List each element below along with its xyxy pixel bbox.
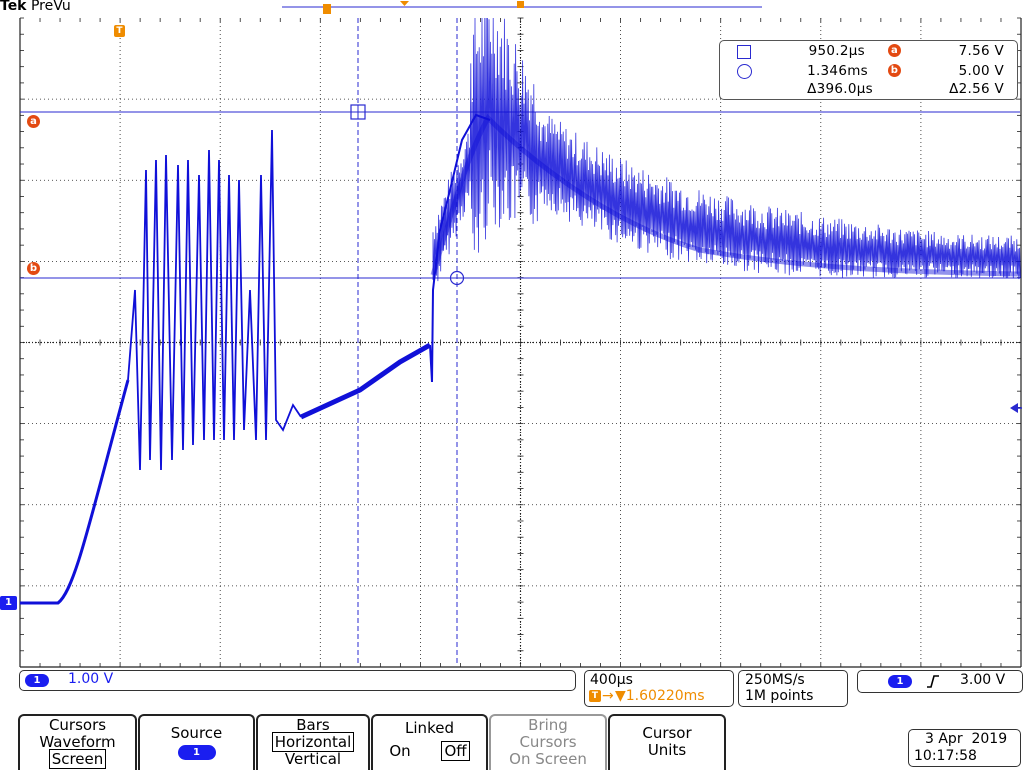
bars-horizontal-option: Horizontal: [271, 732, 355, 752]
acquisition-box[interactable]: 250MS/s 1M points: [738, 670, 848, 707]
cursors-screen-option: Screen: [48, 749, 107, 769]
bring-line2: Cursors: [519, 733, 577, 751]
rising-edge-icon: [927, 675, 939, 688]
delta-voltage: Δ2.56 V: [949, 81, 1004, 97]
cursor-units-line1: Cursor: [642, 724, 692, 742]
square-cursor-icon: [737, 45, 751, 59]
circle-cursor-icon: [737, 64, 752, 79]
datetime-box: 3 Apr 2019 10:17:58: [908, 729, 1021, 767]
channel1-ground-marker[interactable]: 1: [0, 596, 17, 610]
brand-logo: Tek: [0, 0, 27, 14]
cursor-units-button[interactable]: Cursor Units: [608, 714, 726, 770]
bring-cursors-on-screen-button[interactable]: Bring Cursors On Screen: [489, 714, 607, 770]
cursors-label: Cursors: [48, 716, 107, 734]
cursors-type-button[interactable]: Cursors Waveform Screen: [18, 714, 137, 770]
cursor-a-marker[interactable]: a: [27, 115, 40, 128]
record-bar: [282, 1, 762, 14]
time-label: 10:17:58: [914, 748, 977, 764]
date-label: 3 Apr 2019: [925, 731, 1008, 747]
trigger-position: ▼1.60220ms: [615, 688, 705, 704]
bring-line1: Bring: [528, 716, 568, 734]
trigger-arrow: →: [602, 688, 614, 704]
brand-label: Tek PreVu: [0, 0, 71, 14]
cursor-b-icon: b: [888, 64, 901, 77]
waveform-trace: [20, 17, 1021, 605]
source-button[interactable]: Source 1: [138, 714, 255, 770]
cursor-readout-panel: 950.2µs 1.346ms Δ396.0µs a 7.56 V b 5.00…: [719, 40, 1018, 100]
mode-label: PreVu: [30, 0, 71, 14]
channel1-icon: 1: [25, 674, 49, 687]
trigger-marker[interactable]: T: [114, 25, 125, 37]
source-channel-icon: 1: [177, 745, 216, 760]
bars-vertical-option: Vertical: [284, 750, 342, 768]
cursor-b-value: 5.00 V: [958, 63, 1004, 79]
circle-cursor-time: 1.346ms: [807, 63, 868, 79]
cursors-waveform-option: Waveform: [39, 733, 116, 751]
timebase-value: 400µs: [590, 672, 633, 688]
cursor-a-value: 7.56 V: [958, 43, 1004, 59]
bars-label: Bars: [296, 716, 330, 734]
waveform-display[interactable]: [0, 0, 1024, 668]
bring-line3: On Screen: [509, 750, 587, 768]
offscreen-arrow-icon: [1010, 403, 1018, 413]
trigger-icon: T: [589, 690, 601, 702]
linked-off-option: Off: [441, 741, 470, 761]
bars-button[interactable]: Bars Horizontal Vertical: [256, 714, 370, 770]
linked-on-option: On: [389, 742, 411, 760]
source-label: Source: [170, 724, 223, 742]
cursor-units-line2: Units: [647, 741, 687, 759]
channel1-scale-box[interactable]: 1 1.00 V: [19, 670, 576, 691]
trigger-level: 3.00 V: [960, 672, 1006, 688]
linked-button[interactable]: Linked On Off: [371, 714, 488, 770]
square-cursor-time: 950.2µs: [808, 43, 865, 59]
cursor-a-icon: a: [888, 44, 901, 57]
cursor-circle-handle: [449, 270, 465, 286]
sample-rate: 250MS/s: [745, 672, 805, 688]
linked-label: Linked: [405, 719, 454, 737]
record-length: 1M points: [745, 688, 814, 704]
delta-time: Δ396.0µs: [807, 81, 873, 97]
trigger-box[interactable]: 1 3.00 V: [857, 670, 1023, 693]
cursor-b-marker[interactable]: b: [27, 262, 40, 275]
channel1-scale: 1.00 V: [68, 671, 114, 687]
trigger-source-icon: 1: [888, 675, 912, 688]
graticule-grid: [19, 17, 1022, 668]
timebase-box[interactable]: 400µs T → ▼1.60220ms: [584, 670, 734, 707]
